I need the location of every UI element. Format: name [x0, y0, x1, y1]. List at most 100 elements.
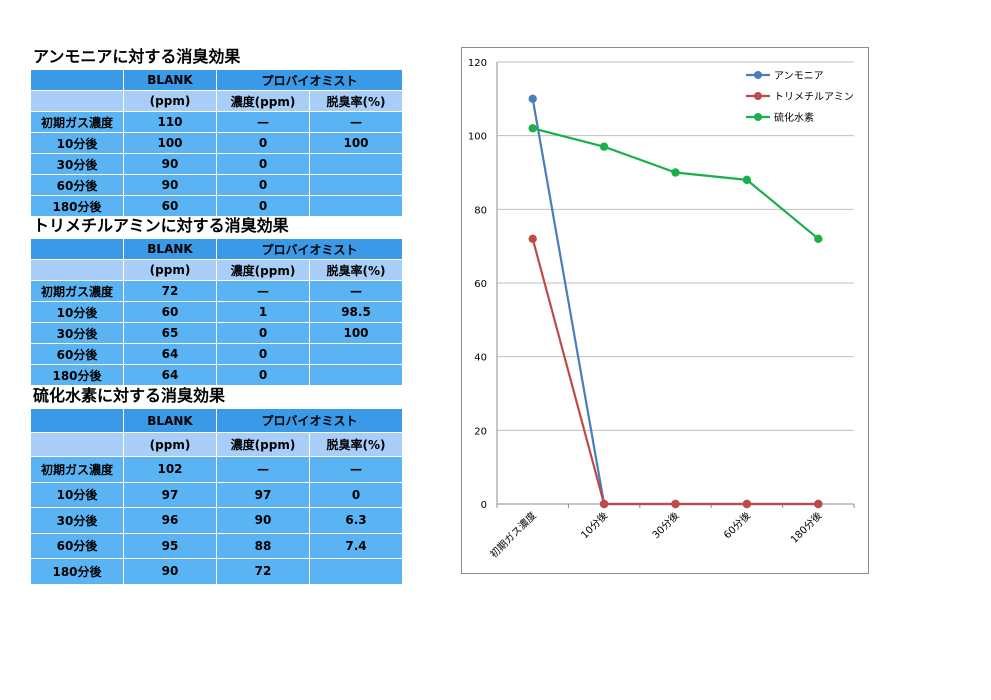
subheader-cell: (ppm) [123, 90, 217, 112]
value-cell: — [309, 280, 403, 302]
value-cell: — [216, 456, 310, 483]
row-label-cell: 30分後 [30, 322, 124, 344]
subheader-cell [30, 259, 124, 281]
data-point [742, 175, 752, 185]
value-cell: 110 [123, 111, 217, 133]
value-cell: 64 [123, 364, 217, 386]
value-cell: 0 [309, 481, 403, 508]
ammonia-table: BLANK プロバイオミスト (ppm) 濃度(ppm) 脱臭率(%) 初期ガス濃度 110… [30, 69, 403, 217]
chart-canvas: 0 20 40 60 80 100 120 初期ガス濃度 10分後 30分後 60分後 180分後 アン… [468, 58, 855, 561]
table-row: 60分後 64 0 [30, 343, 403, 365]
table-row: 60分後 90 0 [30, 174, 403, 196]
x-tick-label: 初期ガス濃度 [487, 509, 539, 561]
table-subheader-row: (ppm) 濃度(ppm) 脱臭率(%) [30, 432, 403, 457]
data-point [528, 94, 537, 104]
legend-label: トリメチルアミン [774, 91, 854, 103]
row-label-cell: 60分後 [30, 532, 124, 559]
value-cell: 0 [216, 364, 310, 386]
value-cell [309, 153, 403, 175]
data-point [528, 124, 537, 133]
row-label-cell: 初期ガス濃度 [30, 280, 124, 302]
legend-marker [754, 71, 762, 79]
value-cell: 96 [123, 507, 217, 534]
legend-marker [754, 113, 762, 121]
value-cell: 100 [309, 132, 403, 154]
data-point [671, 168, 680, 177]
data-point [671, 499, 680, 509]
subheader-cell: 濃度(ppm) [216, 90, 310, 112]
data-point [599, 499, 609, 509]
table-row: 180分後 64 0 [30, 364, 403, 386]
value-cell [309, 195, 403, 217]
row-label-cell: 10分後 [30, 301, 124, 323]
x-tick-label: 180分後 [788, 509, 825, 546]
subheader-cell: 濃度(ppm) [216, 259, 310, 281]
value-cell: 0 [216, 132, 310, 154]
header-blank-label: BLANK [123, 408, 217, 433]
value-cell: 97 [123, 481, 217, 508]
subheader-cell: 濃度(ppm) [216, 432, 310, 457]
data-point [599, 142, 609, 151]
data-point [742, 499, 752, 509]
table-header-row: BLANK プロバイオミスト [30, 69, 403, 91]
value-cell [309, 364, 403, 386]
subheader-cell: (ppm) [123, 259, 217, 281]
table-row: 10分後 60 1 98.5 [30, 301, 403, 323]
x-tick-label: 10分後 [578, 509, 610, 541]
value-cell: 0 [216, 322, 310, 344]
row-label-cell: 10分後 [30, 132, 124, 154]
value-cell: 0 [216, 174, 310, 196]
x-tick-label: 30分後 [649, 509, 681, 541]
row-label-cell: 180分後 [30, 558, 124, 585]
value-cell: 90 [123, 558, 217, 585]
row-label-cell: 10分後 [30, 481, 124, 508]
value-cell: — [216, 280, 310, 302]
trimethylamine-table-title: トリメチルアミンに対する消臭効果 [33, 216, 289, 235]
data-point [814, 234, 823, 243]
series-line-1 [531, 238, 819, 506]
value-cell: 90 [123, 174, 217, 196]
value-cell [309, 558, 403, 585]
value-cell: 1 [216, 301, 310, 323]
row-label-cell: 60分後 [30, 174, 124, 196]
y-tick-label: 20 [474, 426, 487, 437]
y-tick-label: 40 [474, 353, 487, 364]
table-row: 10分後 100 0 100 [30, 132, 403, 154]
table-row: 180分後 90 72 [30, 558, 403, 585]
value-cell: 88 [216, 532, 310, 559]
subheader-cell [30, 90, 124, 112]
table-subheader-row: (ppm) 濃度(ppm) 脱臭率(%) [30, 90, 403, 112]
value-cell: 7.4 [309, 532, 403, 559]
value-cell: 64 [123, 343, 217, 365]
hydrogen-sulfide-table: BLANK プロバイオミスト (ppm) 濃度(ppm) 脱臭率(%) 初期ガス濃度 102… [30, 408, 403, 585]
header-blank-cell [30, 238, 124, 260]
series-line-0 [531, 98, 819, 506]
y-tick-label: 0 [481, 500, 487, 511]
value-cell: 98.5 [309, 301, 403, 323]
row-label-cell: 180分後 [30, 195, 124, 217]
subheader-cell: 脱臭率(%) [309, 432, 403, 457]
legend-marker [754, 92, 762, 100]
value-cell: — [309, 456, 403, 483]
table-row: 初期ガス濃度 110— — [30, 111, 403, 133]
subheader-cell: (ppm) [123, 432, 217, 457]
table-header-row: BLANK プロバイオミスト [30, 408, 403, 433]
row-label-cell: 30分後 [30, 507, 124, 534]
series-line-2 [532, 127, 820, 240]
ammonia-table-title: アンモニアに対する消臭効果 [33, 47, 241, 66]
row-label-cell: 30分後 [30, 153, 124, 175]
table-row: 60分後 95 88 7.4 [30, 532, 403, 559]
table-header-row: BLANK プロバイオミスト [30, 238, 403, 260]
table-row: 180分後 60 0 [30, 195, 403, 217]
table-row: 初期ガス濃度 72— — [30, 280, 403, 302]
value-cell: 100 [309, 322, 403, 344]
value-cell: 102 [123, 456, 217, 483]
header-product-label: プロバイオミスト [216, 408, 403, 433]
data-point [528, 234, 537, 243]
x-tick-label: 60分後 [721, 509, 753, 541]
value-cell: — [309, 111, 403, 133]
data-point [814, 499, 823, 509]
header-blank-cell [30, 408, 124, 433]
value-cell: 90 [123, 153, 217, 175]
value-cell [309, 174, 403, 196]
